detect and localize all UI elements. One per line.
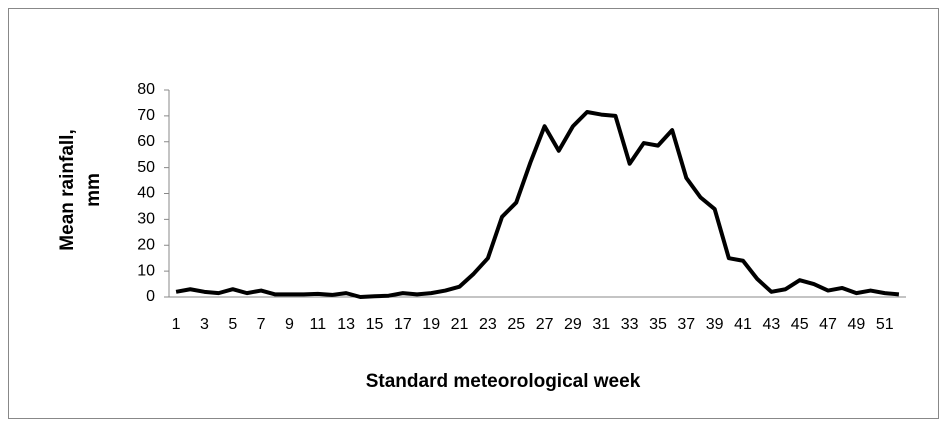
x-tick-label: 15 [366, 316, 384, 333]
x-tick-label: 45 [791, 316, 809, 333]
x-tick-label: 1 [172, 316, 181, 333]
x-tick-label: 37 [677, 316, 695, 333]
x-axis-title: Standard meteorological week [366, 371, 641, 392]
y-axis-title: Mean rainfall, mm [57, 129, 104, 250]
x-tick-label: 49 [847, 316, 865, 333]
y-tick-label: 30 [137, 211, 155, 228]
x-tick-label: 47 [819, 316, 837, 333]
y-tick-label: 20 [137, 236, 155, 253]
x-tick-label: 3 [200, 316, 209, 333]
y-tick-label: 70 [137, 107, 155, 124]
x-tick-label: 43 [762, 316, 780, 333]
y-tick-label: 50 [137, 159, 155, 176]
data-line [175, 109, 900, 299]
x-tick-label: 21 [451, 316, 469, 333]
y-axis-title-line: mm [83, 173, 104, 207]
x-tick-label: 7 [257, 316, 266, 333]
x-tick-label: 11 [310, 316, 327, 333]
y-axis-title-line: Mean rainfall, [57, 129, 78, 250]
y-tick-label: 80 [137, 81, 155, 98]
x-tick-label: 23 [479, 316, 497, 333]
x-tick-label: 41 [734, 316, 752, 333]
y-tick-label: 0 [146, 288, 155, 305]
y-tick-label: 10 [137, 262, 155, 279]
x-tick-label: 27 [536, 316, 554, 333]
x-tick-label: 33 [621, 316, 639, 333]
x-tick-label: 19 [422, 316, 440, 333]
x-tick-label: 29 [564, 316, 582, 333]
x-tick-label: 39 [706, 316, 724, 333]
chart-frame [8, 8, 939, 419]
x-tick-label: 13 [337, 316, 355, 333]
x-tick-label: 51 [876, 316, 894, 333]
x-tick-label: 31 [592, 316, 610, 333]
x-tick-label: 25 [507, 316, 525, 333]
y-tick-label: 40 [137, 185, 155, 202]
y-tick-label: 60 [137, 133, 155, 150]
x-tick-label: 35 [649, 316, 667, 333]
x-tick-label: 17 [394, 316, 412, 333]
x-tick-label: 9 [285, 316, 294, 333]
x-tick-label: 5 [228, 316, 237, 333]
